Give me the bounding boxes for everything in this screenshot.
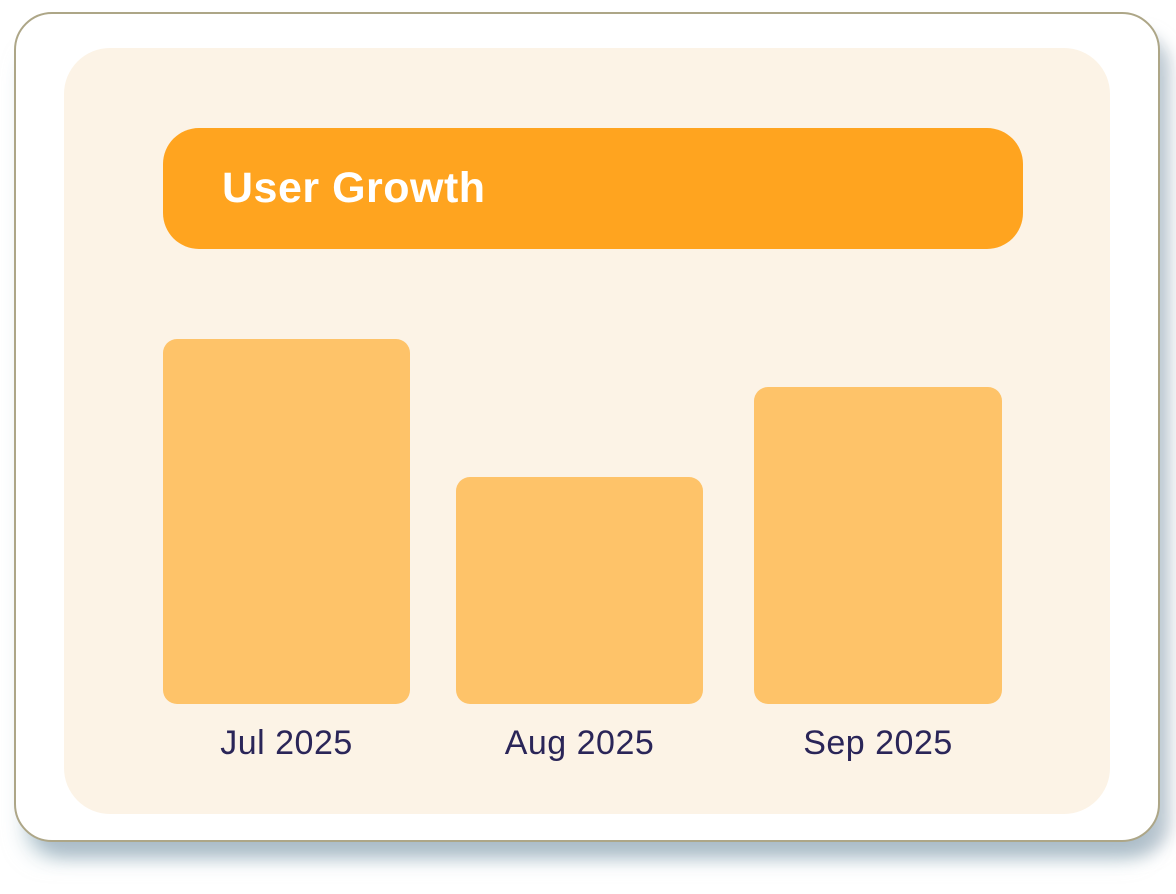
chart-card: User Growth Jul 2025 Aug 2025 Sep 2025 xyxy=(14,12,1160,842)
bar-sep-2025 xyxy=(754,387,1002,704)
x-axis-label-aug-2025: Aug 2025 xyxy=(504,724,655,762)
bar-group-jul-2025: Jul 2025 xyxy=(163,48,410,814)
chart-title-bar: User Growth xyxy=(163,128,1023,249)
x-axis-label-sep-2025: Sep 2025 xyxy=(803,724,953,762)
bar-aug-2025 xyxy=(456,477,703,704)
x-axis-label-jul-2025: Jul 2025 xyxy=(220,724,353,762)
chart-panel: User Growth Jul 2025 Aug 2025 Sep 2025 xyxy=(64,48,1110,814)
chart-title: User Growth xyxy=(222,164,486,212)
bar-jul-2025 xyxy=(163,339,410,704)
bar-group-aug-2025: Aug 2025 xyxy=(456,48,703,814)
bar-group-sep-2025: Sep 2025 xyxy=(754,48,1002,814)
